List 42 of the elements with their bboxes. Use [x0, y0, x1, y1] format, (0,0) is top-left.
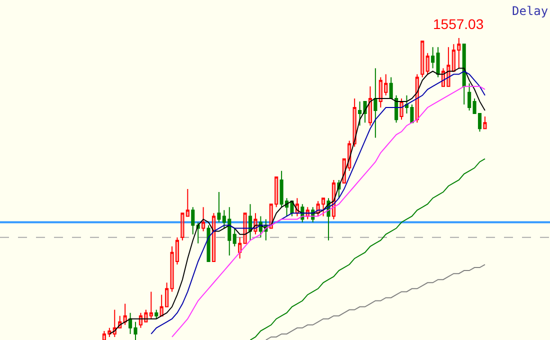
candlestick [420, 40, 424, 78]
candlestick [123, 303, 127, 326]
candlestick [384, 74, 388, 96]
candlestick [112, 309, 116, 338]
candlestick [206, 224, 210, 262]
candlestick [160, 294, 164, 316]
candlestick [138, 312, 142, 328]
candlestick [180, 212, 184, 241]
candlestick [212, 212, 216, 262]
candlestick [457, 38, 461, 69]
candlestick [217, 192, 221, 223]
candlestick [191, 206, 195, 235]
annotation: 1557.03 [433, 16, 484, 32]
candlestick [374, 68, 378, 138]
candlestick [321, 198, 326, 217]
candlestick [102, 330, 106, 340]
candlestick [269, 204, 273, 229]
candlestick [238, 236, 242, 259]
candlestick [108, 327, 112, 338]
candlestick [426, 52, 430, 75]
candlestick [232, 228, 236, 247]
candlestick [175, 236, 180, 266]
candlestick [452, 44, 456, 72]
candlestick [274, 176, 278, 208]
text: Delay [512, 4, 548, 18]
candlestick [400, 98, 404, 120]
candlestick [165, 282, 169, 308]
candlestick [483, 116, 487, 130]
candlestick [352, 98, 356, 148]
candlestick [154, 309, 158, 320]
candlestick [248, 204, 252, 241]
candlestick [462, 44, 466, 105]
candlestick [149, 291, 153, 320]
candlestick [378, 76, 382, 108]
candlestick [186, 188, 190, 217]
candlestick [170, 246, 174, 292]
candlestick [368, 86, 372, 126]
candlestick [446, 46, 450, 87]
candlestick [202, 206, 206, 232]
candlestick [144, 309, 148, 322]
candlestick [468, 82, 472, 112]
candlestick [243, 212, 247, 244]
